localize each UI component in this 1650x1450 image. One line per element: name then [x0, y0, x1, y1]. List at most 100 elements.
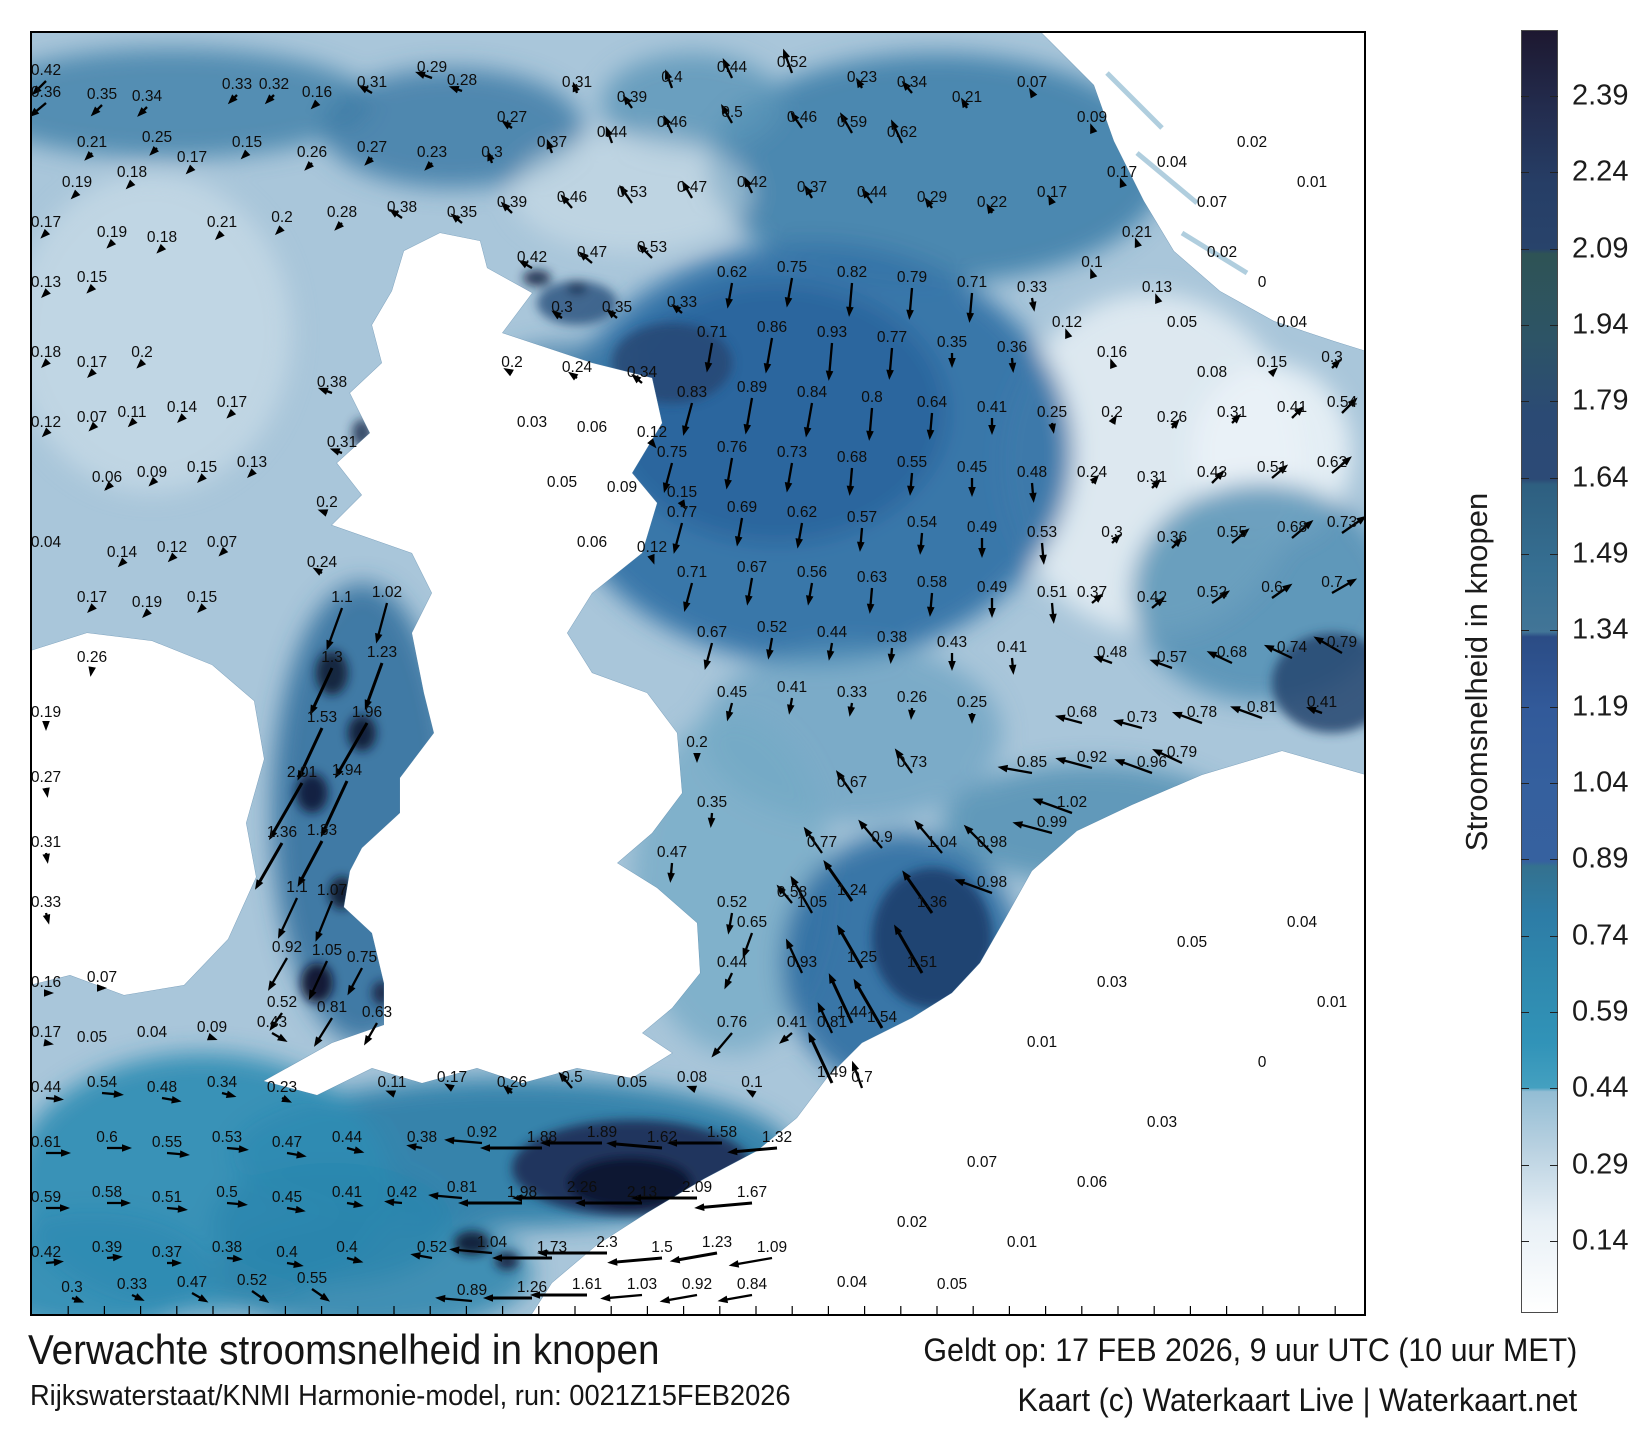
fjord-streaks — [1105, 71, 1249, 276]
colorbar-tick-mark — [1521, 96, 1529, 98]
svg-text:0.26: 0.26 — [297, 144, 327, 161]
svg-text:2.26: 2.26 — [567, 1179, 597, 1196]
svg-text:1.49: 1.49 — [817, 1064, 847, 1081]
svg-text:0.19: 0.19 — [132, 594, 162, 611]
svg-text:0.48: 0.48 — [1097, 644, 1127, 661]
svg-text:1.03: 1.03 — [627, 1276, 657, 1293]
colorbar-tick-mark — [1521, 1164, 1529, 1166]
svg-text:0.04: 0.04 — [1157, 154, 1188, 171]
svg-text:0.8: 0.8 — [861, 389, 883, 406]
colorbar-tick-mark — [1550, 554, 1558, 556]
svg-text:0.16: 0.16 — [1097, 344, 1127, 361]
svg-text:1.33: 1.33 — [307, 822, 337, 839]
svg-text:0.81: 0.81 — [1247, 699, 1277, 716]
svg-text:0.42: 0.42 — [517, 249, 547, 266]
svg-text:0.31: 0.31 — [1137, 469, 1167, 486]
colorbar-tick-mark — [1521, 706, 1529, 708]
svg-text:0.31: 0.31 — [1217, 404, 1247, 421]
svg-text:0.05: 0.05 — [547, 474, 577, 491]
svg-text:0.21: 0.21 — [952, 89, 982, 106]
svg-text:0.18: 0.18 — [117, 164, 147, 181]
svg-text:0.64: 0.64 — [917, 394, 948, 411]
svg-text:0.09: 0.09 — [137, 464, 167, 481]
svg-text:0.44: 0.44 — [717, 954, 748, 971]
svg-text:1.24: 1.24 — [837, 882, 868, 899]
svg-text:0.54: 0.54 — [907, 514, 938, 531]
svg-text:0.52: 0.52 — [757, 619, 787, 636]
svg-text:0.33: 0.33 — [837, 684, 867, 701]
svg-text:0.58: 0.58 — [777, 884, 807, 901]
svg-text:0.03: 0.03 — [1147, 1114, 1177, 1131]
colorbar-axis-label: Stroomsnelheid in knopen — [1459, 492, 1494, 852]
svg-text:0.58: 0.58 — [917, 574, 947, 591]
svg-text:0.55: 0.55 — [1217, 524, 1247, 541]
svg-text:0.33: 0.33 — [1017, 279, 1047, 296]
svg-text:0.07: 0.07 — [1197, 194, 1227, 211]
colorbar-tick-mark — [1550, 859, 1558, 861]
svg-text:0.37: 0.37 — [797, 179, 827, 196]
svg-text:0.2: 0.2 — [1101, 404, 1123, 421]
svg-text:0.04: 0.04 — [1277, 314, 1308, 331]
svg-text:1.67: 1.67 — [737, 1184, 767, 1201]
svg-text:0.07: 0.07 — [87, 969, 117, 986]
svg-text:0.05: 0.05 — [77, 1029, 107, 1046]
svg-text:0.09: 0.09 — [197, 1019, 227, 1036]
svg-text:0.25: 0.25 — [142, 129, 172, 146]
colorbar-tick-mark — [1521, 859, 1529, 861]
svg-text:0.23: 0.23 — [417, 144, 447, 161]
colorbar-tick-mark — [1550, 935, 1558, 937]
svg-text:0.1: 0.1 — [741, 1074, 763, 1091]
svg-text:0.44: 0.44 — [332, 1129, 363, 1146]
svg-text:0.92: 0.92 — [1077, 749, 1107, 766]
svg-text:0.54: 0.54 — [1327, 394, 1358, 411]
svg-text:0.52: 0.52 — [777, 54, 807, 71]
svg-text:0.47: 0.47 — [577, 244, 607, 261]
svg-text:0.27: 0.27 — [497, 109, 527, 126]
svg-text:0.98: 0.98 — [977, 834, 1007, 851]
svg-text:0.79: 0.79 — [897, 269, 927, 286]
svg-text:0.34: 0.34 — [627, 364, 658, 381]
svg-text:0.11: 0.11 — [117, 404, 146, 421]
svg-text:0.62: 0.62 — [1317, 454, 1347, 471]
colorbar-tick-mark — [1521, 477, 1529, 479]
svg-text:0.02: 0.02 — [1207, 244, 1237, 261]
colorbar-tick-label: 0.74 — [1572, 919, 1629, 952]
colorbar-tick-mark — [1550, 477, 1558, 479]
svg-text:0.52: 0.52 — [717, 894, 747, 911]
svg-text:0.74: 0.74 — [1277, 639, 1308, 656]
svg-text:0.2: 0.2 — [271, 209, 293, 226]
svg-text:1.58: 1.58 — [707, 1124, 737, 1141]
svg-text:0.92: 0.92 — [682, 1276, 712, 1293]
svg-text:0.19: 0.19 — [62, 174, 92, 191]
svg-text:0.26: 0.26 — [1157, 409, 1187, 426]
svg-text:1.36: 1.36 — [917, 894, 947, 911]
svg-text:0.23: 0.23 — [847, 69, 877, 86]
colorbar-tick-mark — [1521, 630, 1529, 632]
copyright-text: Kaart (c) Waterkaart Live | Waterkaart.n… — [1017, 1382, 1577, 1418]
svg-text:0.09: 0.09 — [1077, 109, 1107, 126]
svg-text:0.59: 0.59 — [837, 114, 867, 131]
svg-text:0.51: 0.51 — [1257, 459, 1287, 476]
svg-text:0.32: 0.32 — [259, 76, 289, 93]
svg-text:0.07: 0.07 — [1017, 74, 1047, 91]
svg-text:0.62: 0.62 — [887, 124, 917, 141]
svg-text:0.62: 0.62 — [787, 504, 817, 521]
svg-text:0.45: 0.45 — [717, 684, 747, 701]
svg-text:1.5: 1.5 — [651, 1239, 673, 1256]
svg-text:0.1: 0.1 — [1081, 254, 1103, 271]
svg-text:0.4: 0.4 — [661, 69, 683, 86]
svg-text:0.46: 0.46 — [787, 109, 817, 126]
svg-text:0.17: 0.17 — [32, 1024, 61, 1041]
svg-text:0.41: 0.41 — [777, 679, 807, 696]
svg-text:1.54: 1.54 — [867, 1009, 898, 1026]
svg-text:0.76: 0.76 — [717, 439, 747, 456]
svg-text:0.3: 0.3 — [1101, 524, 1123, 541]
svg-text:0.68: 0.68 — [1067, 704, 1097, 721]
svg-text:0.59: 0.59 — [32, 1189, 61, 1206]
current-vector-arrows — [32, 48, 1364, 1304]
svg-text:0.07: 0.07 — [207, 534, 237, 551]
svg-text:0.35: 0.35 — [87, 86, 117, 103]
svg-text:0.7: 0.7 — [1321, 574, 1343, 591]
svg-text:0.21: 0.21 — [1122, 224, 1152, 241]
